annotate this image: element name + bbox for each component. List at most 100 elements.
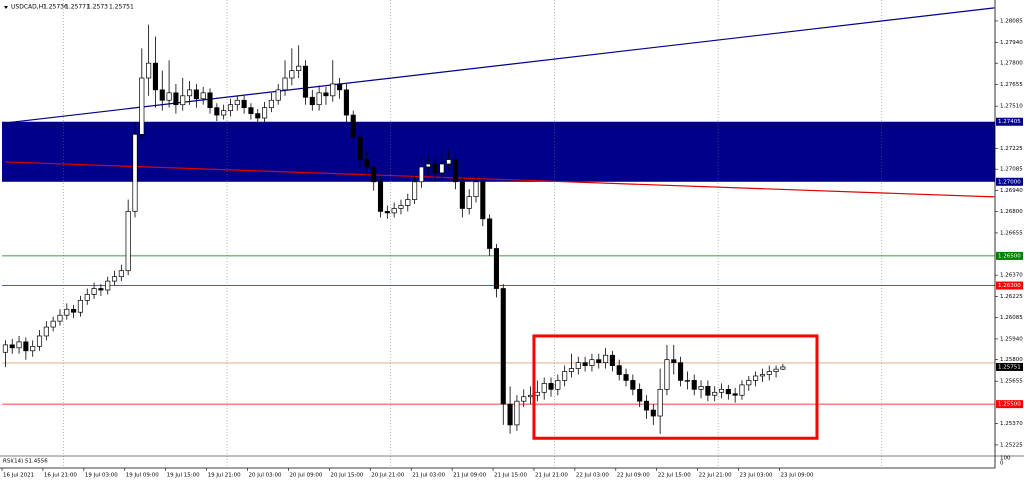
price-tag-label: 1.26500 (998, 253, 1021, 259)
candle-body (275, 89, 281, 101)
candle-body (64, 308, 70, 316)
candle-body (241, 99, 247, 109)
candle-body (200, 92, 206, 100)
x-tick-label: 22 Jul 03:00 (576, 473, 609, 479)
candle-body (459, 181, 465, 209)
candle-body (446, 159, 452, 165)
ohlc-low: 1.2573 (87, 4, 108, 11)
candle-body (84, 294, 90, 301)
candle-body (616, 365, 622, 375)
candle-body (759, 374, 765, 377)
y-tick-label: 1.25370 (1000, 421, 1023, 427)
symbol: USDCAD,H1 (11, 4, 47, 11)
candle-body (207, 92, 213, 109)
candle-body (432, 163, 438, 174)
trendline (5, 7, 995, 124)
candle-body (289, 70, 295, 79)
candle-body (105, 280, 111, 291)
candle-body (282, 77, 288, 91)
candle-body (180, 95, 186, 106)
candle-body (664, 359, 670, 390)
candle-body (139, 77, 145, 135)
candle-body (268, 99, 274, 109)
y-tick-label: 1.27655 (1000, 82, 1023, 88)
candle-body (323, 92, 329, 97)
candle-body (330, 83, 336, 97)
candle-body (548, 383, 554, 390)
candle-body (766, 371, 772, 375)
candle-body (521, 396, 527, 402)
price-tag-label: 1.27405 (998, 119, 1021, 125)
candle-body (350, 114, 356, 138)
y-tick-label: 1.25225 (1000, 442, 1023, 448)
candle-body (466, 196, 472, 209)
candle-body (16, 341, 22, 349)
x-tick-label: 21 Jul 15:00 (494, 473, 527, 479)
candle-body (146, 62, 152, 79)
candle-body (684, 380, 690, 382)
candle-body (507, 403, 513, 426)
candle-body (255, 113, 261, 119)
y-tick-label: 1.28085 (1000, 18, 1023, 24)
candle-body (337, 83, 343, 91)
ohlc-open: 1.25736 (43, 4, 68, 11)
menu-arrow[interactable] (4, 6, 8, 9)
ohlc-close: 1.25751 (109, 4, 134, 11)
candle-body (418, 166, 424, 183)
candle-body (541, 383, 547, 393)
candle-body (637, 388, 643, 402)
indicator-tick-label: 0 (1000, 461, 1004, 467)
y-tick-label: 1.26370 (1000, 273, 1023, 279)
candle-body (405, 199, 411, 206)
candle-body (364, 159, 370, 168)
x-tick-label: 19 Jul 21:00 (208, 473, 241, 479)
candle-body (111, 276, 118, 282)
candle-body (23, 341, 29, 352)
candle-body (377, 181, 384, 212)
candle-body (691, 380, 697, 390)
candle-body (575, 362, 581, 369)
candle-body (527, 394, 534, 398)
candle-body (159, 89, 165, 101)
candle-body (780, 366, 786, 370)
candle-body (623, 374, 629, 381)
candle-body (596, 359, 602, 363)
x-tick-label: 23 Jul 03:00 (740, 473, 773, 479)
price-tag-label: 1.25751 (998, 364, 1021, 370)
candle-body (753, 375, 759, 381)
candle-body (309, 96, 315, 106)
candle-body (562, 371, 568, 381)
candle-body (296, 65, 302, 71)
y-tick-label: 1.26085 (1000, 315, 1023, 321)
candle-body (425, 163, 431, 168)
candle-body (657, 388, 663, 417)
candle-body (371, 166, 377, 183)
candle-body (57, 314, 63, 322)
candle-body (555, 380, 561, 390)
candle-body (452, 159, 459, 183)
candle-body (487, 218, 493, 249)
x-tick-label: 22 Jul 21:00 (699, 473, 732, 479)
y-tick-label: 1.27085 (1000, 167, 1023, 173)
trendline (5, 161, 995, 198)
x-tick-label: 20 Jul 15:00 (330, 473, 363, 479)
candle-body (234, 99, 240, 106)
candle-body (732, 393, 738, 396)
candle-body (152, 62, 159, 91)
x-tick-label: 20 Jul 09:00 (289, 473, 322, 479)
candle-body (712, 391, 718, 396)
candle-body (77, 300, 83, 313)
candle-body (725, 388, 731, 395)
candle-body (2, 344, 8, 353)
candle-body (500, 288, 506, 405)
x-tick-label: 22 Jul 15:00 (658, 473, 691, 479)
x-tick-label: 21 Jul 09:00 (453, 473, 486, 479)
x-tick-label: 19 Jul 03:00 (85, 473, 118, 479)
zone (2, 121, 995, 182)
candle-body (227, 104, 234, 111)
x-tick-label: 21 Jul 21:00 (535, 473, 568, 479)
x-tick-label: 20 Jul 21:00 (371, 473, 404, 479)
ohlc-high: 1.25771 (65, 4, 90, 11)
candle-body (50, 320, 56, 328)
